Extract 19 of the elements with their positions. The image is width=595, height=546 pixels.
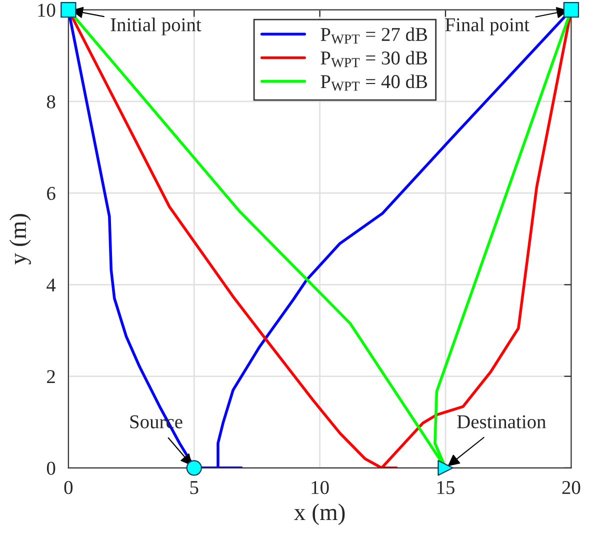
y-tick-label: 8	[46, 95, 56, 108]
annotation: Initial point	[110, 18, 202, 36]
annotation: Final point	[445, 18, 530, 36]
x-tick-label: 5	[190, 481, 198, 494]
y-tick-label: 0	[46, 462, 56, 475]
y-axis-title: y (m)	[9, 214, 31, 264]
legend-label: P$_{WPT}$ = 40 dB	[320, 74, 428, 91]
y-tick-label: 2	[47, 370, 55, 384]
x-tick-label: 20	[562, 480, 580, 494]
annotation: Destination	[457, 415, 546, 428]
x-tick-label: 0	[64, 480, 73, 494]
y-tick-label: 4	[46, 278, 56, 292]
x-axis-title: x (m)	[294, 504, 345, 526]
x-tick-label: 10	[312, 480, 329, 494]
legend-label: P$_{WPT}$ = 27 dB	[320, 27, 428, 44]
y-tick-label: 6	[47, 186, 56, 200]
y-tick-label: 10	[38, 4, 56, 17]
legend-label: P$_{WPT}$ = 30 dB	[320, 50, 428, 68]
x-tick-label: 15	[437, 481, 454, 494]
